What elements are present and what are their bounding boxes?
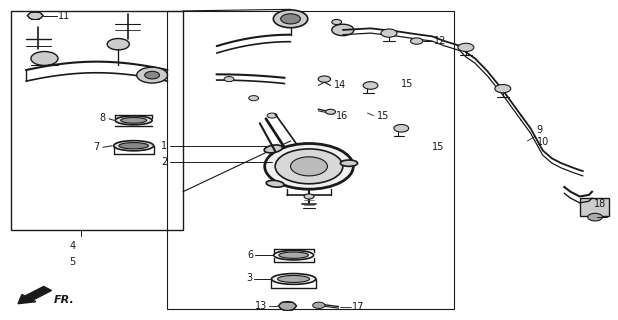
Ellipse shape [274,251,313,260]
Text: 10: 10 [536,137,549,147]
Circle shape [267,113,277,118]
Circle shape [107,38,129,50]
Circle shape [458,43,474,52]
Bar [167,11,454,309]
Text: 15: 15 [432,142,444,152]
Text: 12: 12 [434,36,446,46]
Ellipse shape [264,145,282,153]
Text: 4: 4 [69,241,75,251]
Text: 13: 13 [255,301,267,311]
Circle shape [304,194,314,199]
Circle shape [137,67,167,83]
Ellipse shape [277,276,310,283]
Ellipse shape [341,160,358,166]
Ellipse shape [121,117,146,123]
Circle shape [363,82,378,89]
Ellipse shape [119,142,148,149]
Circle shape [31,52,58,66]
Bar [580,198,609,215]
Circle shape [275,149,343,184]
Text: 6: 6 [247,250,253,260]
Circle shape [410,38,423,44]
Text: 15: 15 [401,79,413,89]
Circle shape [332,20,342,25]
Text: 11: 11 [58,11,70,21]
Text: 2: 2 [161,156,167,167]
Text: 5: 5 [69,257,75,267]
Text: 9: 9 [536,125,543,135]
Circle shape [313,302,325,308]
Text: FR.: FR. [54,295,74,305]
Ellipse shape [279,252,308,258]
Text: 16: 16 [336,111,348,121]
Text: 7: 7 [93,142,100,152]
Text: 14: 14 [334,80,346,91]
Text: 1: 1 [161,141,167,151]
FancyArrow shape [18,286,51,304]
Text: 15: 15 [377,111,389,121]
Circle shape [588,213,603,221]
Circle shape [224,76,234,82]
Bar [11,11,183,230]
Circle shape [326,109,336,114]
Circle shape [273,10,308,28]
Text: 8: 8 [100,113,106,123]
Circle shape [279,301,296,310]
Circle shape [332,24,354,36]
Ellipse shape [271,274,316,284]
Ellipse shape [114,141,154,151]
Circle shape [394,124,408,132]
Circle shape [281,14,300,24]
Ellipse shape [266,180,284,187]
Circle shape [381,29,397,37]
Circle shape [145,71,159,79]
Ellipse shape [115,116,152,125]
Circle shape [318,76,331,82]
Circle shape [248,96,258,101]
Circle shape [28,12,43,20]
Circle shape [290,157,328,176]
Text: 17: 17 [352,302,365,312]
Text: 3: 3 [247,273,252,283]
Text: 18: 18 [594,199,606,209]
Circle shape [265,143,353,189]
Circle shape [495,84,511,93]
